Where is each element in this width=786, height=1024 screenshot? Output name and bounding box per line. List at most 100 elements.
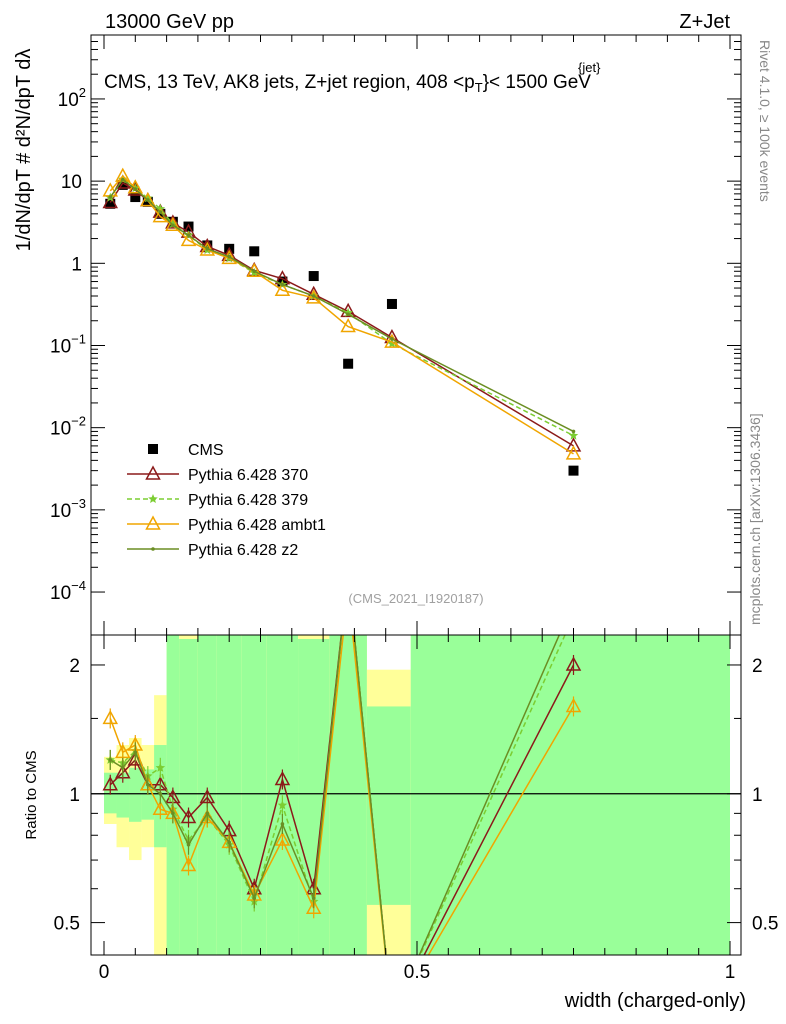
legend: CMS Pythia 6.428 370 Pythia 6.428 379 Pythi… xyxy=(127,442,326,559)
ratio-point xyxy=(274,831,291,846)
main-point xyxy=(146,198,150,202)
main-point xyxy=(386,298,397,309)
main-point xyxy=(571,429,576,434)
main-ytick-label: 10 xyxy=(61,172,82,193)
main-point xyxy=(387,338,397,348)
ratio-band-green xyxy=(410,635,730,955)
main-point xyxy=(221,249,237,265)
ratio-band-green xyxy=(216,635,242,955)
main-point xyxy=(199,241,216,256)
main-point xyxy=(186,233,191,237)
ratio-band-green xyxy=(266,635,299,955)
main-title-superscript: {jet} xyxy=(578,60,601,75)
ratio-xtick-label: 0.5 xyxy=(404,962,430,983)
ratio-point xyxy=(199,788,216,804)
ratio-point xyxy=(146,782,150,787)
ratio-point xyxy=(252,896,257,901)
ratio-ytick-label-right: 1 xyxy=(752,785,763,806)
main-point xyxy=(305,285,322,301)
ratio-point xyxy=(133,750,138,755)
rivet-label: Rivet 4.1.0, ≥ 100k events xyxy=(757,40,773,202)
main-ytick-label: 10−3 xyxy=(50,496,86,522)
main-point xyxy=(252,269,257,274)
main-point xyxy=(227,255,231,259)
legend-label: Pythia 6.428 370 xyxy=(188,467,308,484)
main-point xyxy=(346,312,350,317)
ratio-ytick-label: 1 xyxy=(69,785,80,806)
main-point xyxy=(343,307,353,317)
legend-label: Pythia 6.428 ambt1 xyxy=(188,517,326,534)
ratio-series-3 xyxy=(108,635,561,955)
ratio-band-green xyxy=(366,706,411,905)
legend-label: CMS xyxy=(188,442,224,459)
header-right: Z+Jet xyxy=(679,11,730,33)
ratio-ytick-label: 2 xyxy=(69,656,80,677)
main-ytick-label: 10−1 xyxy=(50,331,86,357)
legend-marker xyxy=(148,444,158,454)
main-series-line xyxy=(109,178,574,433)
legend-marker xyxy=(148,494,158,503)
main-title: CMS, 13 TeV, AK8 jets, Z+jet region, 408… xyxy=(104,72,591,95)
main-point xyxy=(120,177,125,182)
main-ytick-label: 102 xyxy=(58,85,86,111)
main-point xyxy=(133,187,138,191)
main-point xyxy=(165,216,181,232)
ratio-band-green xyxy=(129,767,142,822)
ratio-ytick-label: 0.5 xyxy=(54,914,80,935)
mcplots-label: mcplots.cern.ch [arXiv:1306.3436] xyxy=(747,413,763,625)
main-point xyxy=(158,210,163,214)
main-point xyxy=(280,282,285,287)
ratio-band-green xyxy=(329,635,367,955)
main-series-4 xyxy=(108,177,576,434)
ratio-plot-panel: 2 2 1 1 0.5 0.5 0 0.5 1 xyxy=(54,634,778,983)
ratio-point xyxy=(120,766,125,770)
ratio-point xyxy=(205,811,210,816)
main-point xyxy=(127,181,144,196)
ratio-point xyxy=(152,800,169,816)
ratio-point xyxy=(186,842,191,847)
ratio-point xyxy=(280,822,285,826)
main-point xyxy=(343,358,354,369)
ratio-point xyxy=(180,856,197,872)
main-point xyxy=(205,247,210,251)
legend-label: Pythia 6.428 379 xyxy=(188,492,308,509)
ratio-point xyxy=(115,743,131,759)
ratio-ytick-label-right: 2 xyxy=(752,656,763,677)
main-point xyxy=(568,465,579,476)
ratio-xtick-label: 0 xyxy=(99,962,110,983)
ratio-point xyxy=(180,808,197,824)
analysis-tag: (CMS_2021_I1920187) xyxy=(348,591,483,606)
main-point xyxy=(143,193,153,203)
ratio-point xyxy=(277,800,288,810)
main-point xyxy=(180,231,197,247)
ratio-point xyxy=(158,791,163,796)
legend-marker xyxy=(151,547,155,551)
main-point xyxy=(340,317,356,333)
ratio-point xyxy=(311,896,316,901)
ratio-point xyxy=(108,758,113,762)
main-point xyxy=(105,198,116,209)
ratio-point xyxy=(565,656,582,671)
main-point xyxy=(340,302,356,318)
legend-marker xyxy=(145,465,161,480)
main-point xyxy=(565,437,582,452)
ratio-point xyxy=(227,840,231,845)
ratio-point xyxy=(565,697,582,713)
main-point xyxy=(108,195,113,199)
ratio-point xyxy=(102,776,119,791)
main-point xyxy=(102,193,119,209)
ratio-point xyxy=(274,770,291,786)
header-left: 13000 GeV pp xyxy=(105,11,234,33)
main-point xyxy=(171,223,175,228)
ratio-point xyxy=(305,899,322,915)
main-point xyxy=(140,191,156,207)
main-point xyxy=(305,289,322,304)
ratio-xtick-label: 1 xyxy=(725,962,736,983)
main-point xyxy=(311,294,316,298)
main-plot-panel: 102 10 1 10−1 10−2 10−3 10−4 CMS, 13 TeV, AK8 … xyxy=(50,34,742,636)
main-series-3 xyxy=(102,167,582,460)
main-point xyxy=(568,430,579,440)
ratio-point xyxy=(155,762,166,772)
ratio-series-group xyxy=(102,635,582,955)
